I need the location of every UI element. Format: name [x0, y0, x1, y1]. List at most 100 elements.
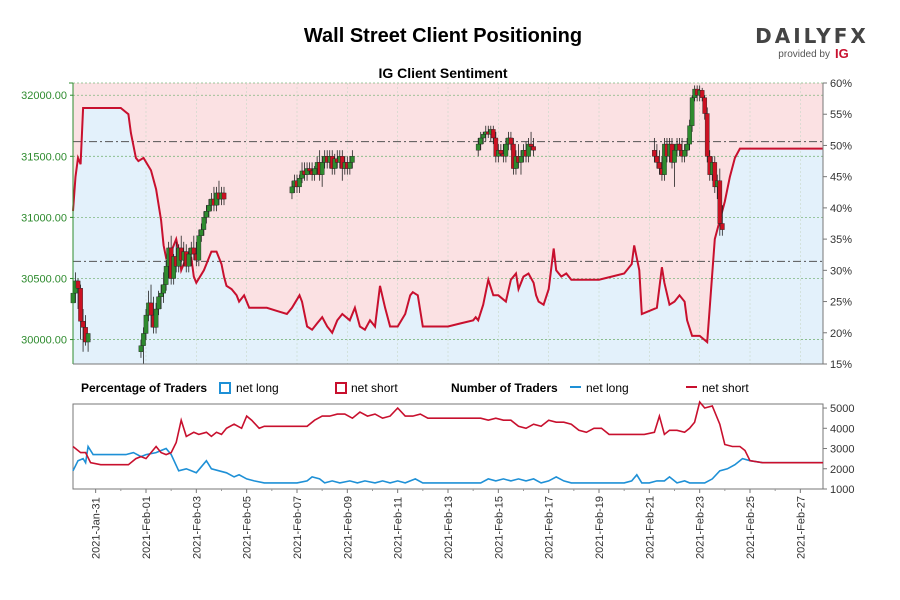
candle-body	[491, 129, 496, 139]
legend-pct-title: Percentage of Traders	[81, 381, 207, 395]
chart-subtitle: IG Client Sentiment	[378, 65, 507, 81]
price-tick-label: 30000.00	[21, 335, 67, 347]
date-tick-label: 2021-Feb-09	[342, 496, 354, 559]
candle-body	[163, 266, 169, 285]
candle-body	[85, 333, 91, 343]
candle-body	[312, 168, 317, 175]
candle-body	[158, 292, 164, 298]
candle-body	[478, 137, 484, 145]
legend-pct-short: net short	[351, 381, 398, 395]
candle-body	[186, 253, 192, 267]
chart-title: Wall Street Client Positioning	[304, 25, 582, 47]
legend-pct-long: net long	[236, 381, 279, 395]
price-sentiment-plot: 30000.00 30500.00 31000.00 31500.00 32000.00…	[21, 78, 852, 371]
candle-body	[480, 134, 486, 139]
date-tick-label: 2021-Feb-21	[644, 496, 656, 559]
count-tick-label: 2000	[830, 464, 854, 476]
candle-body	[526, 143, 531, 157]
candle-body	[672, 149, 677, 163]
logo-brand: DAILYFX	[755, 24, 869, 48]
price-tick-label: 31000.00	[21, 212, 67, 224]
candle-body	[204, 211, 209, 218]
candle-body	[156, 296, 161, 310]
candle-body	[221, 192, 227, 200]
candle-body	[677, 143, 682, 151]
candle-body	[319, 162, 325, 175]
date-tick-label: 2021-Feb-03	[191, 496, 203, 559]
pct-tick-label: 20%	[830, 328, 852, 340]
date-tick-label: 2021-Feb-19	[594, 496, 606, 559]
candle-body	[78, 288, 83, 322]
pct-tick-label: 35%	[830, 234, 852, 246]
candle-body	[498, 149, 504, 155]
date-tick-label: 2021-Feb-17	[544, 496, 556, 559]
candle-body	[493, 137, 499, 157]
candle-body	[654, 156, 660, 163]
candle-body	[475, 143, 481, 151]
net-long-count-line	[72, 444, 823, 484]
logo-ig: IG	[835, 46, 849, 61]
candle-body	[528, 143, 534, 147]
dailyfx-logo: DAILYFX provided by IG	[755, 24, 869, 61]
candle-body	[347, 162, 353, 169]
candle-body	[687, 125, 692, 145]
candle-body	[206, 204, 212, 212]
candle-body	[148, 302, 154, 316]
candle-body	[201, 217, 207, 230]
date-tick-label: 2021-Feb-01	[141, 496, 153, 559]
traders-count-plot: 1000 2000 3000 4000 5000	[72, 400, 854, 496]
pct-tick-label: 40%	[830, 203, 852, 215]
count-tick-label: 4000	[830, 423, 854, 435]
candle-body	[143, 314, 149, 334]
candle-body	[289, 186, 295, 194]
legend-num-short: net short	[702, 381, 749, 395]
date-axis: 2021-Jan-31 2021-Feb-01 2021-Feb-03 2021-Fe…	[91, 489, 807, 559]
pct-tick-label: 30%	[830, 265, 852, 277]
date-tick-label: 2021-Feb-23	[695, 496, 707, 559]
pct-tick-label: 50%	[830, 140, 852, 152]
traders-plot-frame	[72, 403, 824, 490]
candle-body	[153, 308, 159, 328]
candle-body	[531, 146, 536, 151]
date-tick-label: 2021-Feb-05	[242, 496, 254, 559]
count-tick-label: 3000	[830, 444, 854, 456]
candle-body	[350, 156, 355, 163]
legend-num-title: Number of Traders	[451, 381, 558, 395]
candle-body	[307, 168, 312, 172]
candle-body	[712, 162, 718, 188]
pct-tick-label: 45%	[830, 172, 852, 184]
candle-body	[682, 149, 687, 157]
date-tick-label: 2021-Feb-15	[493, 496, 505, 559]
candle-body	[518, 156, 524, 163]
candle-body	[704, 113, 710, 157]
pct-tick-label: 15%	[830, 359, 852, 371]
candle-body	[657, 162, 662, 169]
price-tick-label: 30500.00	[21, 273, 67, 285]
candle-body	[720, 223, 725, 230]
candle-body	[199, 229, 204, 236]
date-tick-label: 2021-Feb-07	[292, 496, 304, 559]
pct-tick-label: 55%	[830, 109, 852, 121]
candle-body	[689, 97, 695, 126]
candle-body	[652, 149, 657, 157]
logo-provided-by: provided by	[778, 49, 830, 60]
date-tick-label: 2021-Feb-13	[443, 496, 455, 559]
candle-body	[297, 178, 302, 188]
date-tick-label: 2021-Feb-27	[795, 496, 807, 559]
legend-pct-short-swatch	[335, 382, 347, 394]
date-tick-label: 2021-Feb-11	[393, 497, 405, 559]
candle-body	[75, 280, 81, 289]
price-tick-label: 31500.00	[21, 151, 67, 163]
net-short-count-line	[72, 400, 823, 466]
candle-body	[141, 333, 146, 346]
candle-body	[717, 180, 723, 224]
candle-body	[508, 137, 514, 145]
candle-body	[304, 168, 310, 175]
legend-num-long: net long	[586, 381, 629, 395]
count-tick-label: 5000	[830, 403, 854, 415]
candle-body	[699, 90, 705, 98]
candle-body	[332, 158, 338, 169]
pct-tick-label: 60%	[830, 78, 852, 90]
candle-body	[684, 143, 690, 151]
